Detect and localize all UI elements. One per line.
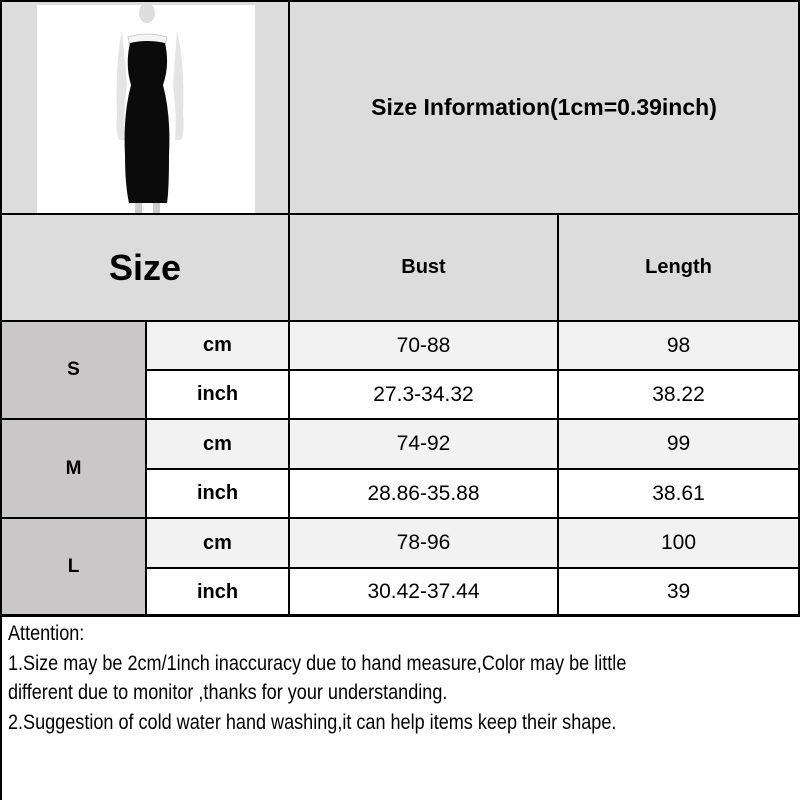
header-size: Size [0,213,290,322]
length-inch-m: 38.61 [557,468,800,519]
note-line-3: 2.Suggestion of cold water hand washing,… [8,711,617,734]
unit-cm: cm [145,418,290,470]
notes-heading: Attention: [8,622,85,645]
bust-inch-m: 28.86-35.88 [288,468,559,519]
bust-inch-l: 30.42-37.44 [288,567,559,617]
header-length: Length [557,213,800,322]
length-cm-s: 98 [557,320,800,371]
unit-inch: inch [145,567,290,617]
notes-section: Attention: 1.Size may be 2cm/1inch inacc… [0,614,800,800]
length-inch-s: 38.22 [557,369,800,420]
product-image-cell [0,0,290,215]
bust-cm-m: 74-92 [288,418,559,470]
length-cm-m: 99 [557,418,800,470]
product-image [37,3,255,213]
bust-cm-l: 78-96 [288,517,559,569]
unit-inch: inch [145,369,290,420]
unit-cm: cm [145,517,290,569]
header-bust: Bust [288,213,559,322]
note-line-1: 1.Size may be 2cm/1inch inaccuracy due t… [8,652,627,675]
unit-cm: cm [145,320,290,371]
size-label-m: M [0,418,147,519]
bust-cm-s: 70-88 [288,320,559,371]
bust-inch-s: 27.3-34.32 [288,369,559,420]
title-cell: Size Information(1cm=0.39inch) [288,0,800,215]
note-line-2: different due to monitor ,thanks for you… [8,681,448,704]
unit-inch: inch [145,468,290,519]
size-label-s: S [0,320,147,420]
length-cm-l: 100 [557,517,800,569]
size-label-l: L [0,517,147,617]
dress-mannequin-icon [116,3,184,213]
length-inch-l: 39 [557,567,800,617]
